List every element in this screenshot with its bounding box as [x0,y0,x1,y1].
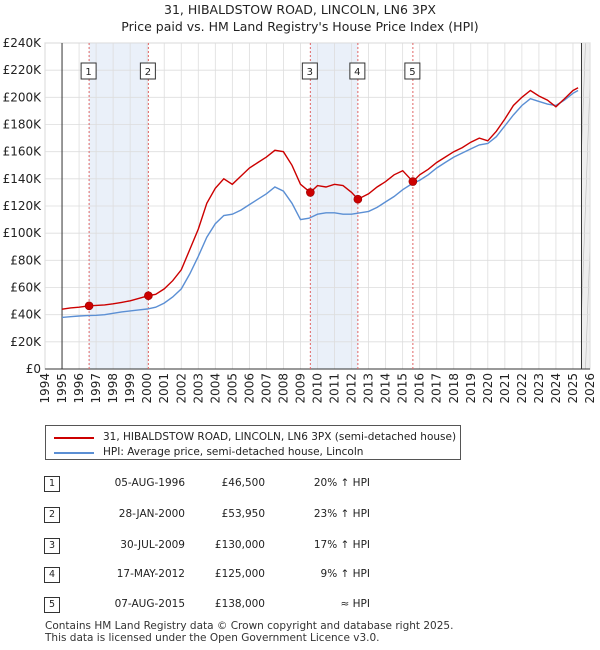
x-tick-label: 2011 [328,373,342,404]
y-tick-label: £20K [10,335,42,349]
x-tick-label: 1998 [106,373,120,404]
table-row: 1 05-AUG-1996 £46,500 20% ↑ HPI [0,476,600,496]
sale-number-box [349,62,366,80]
sale-number: 2 [44,507,60,523]
table-row: 5 07-AUG-2015 £138,000 ≈ HPI [0,597,600,617]
sale-number-label: 3 [307,67,313,78]
x-tick-label: 1995 [55,373,69,404]
y-tick-label: £200K [3,90,43,104]
sale-hpi: 23% ↑ HPI [313,508,370,520]
legend-swatch-hpi [54,452,94,454]
x-tick-label: 2017 [430,373,444,404]
sale-price: £46,500 [221,477,265,489]
forecast-hatch [591,43,600,369]
y-tick-label: £60K [10,281,42,295]
x-tick-label: 2025 [566,373,580,404]
x-tick-label: 2019 [464,373,478,404]
sale-number-box [139,62,156,80]
y-tick-label: £140K [3,172,43,186]
x-tick-label: 2020 [481,373,495,404]
x-tick-label: 2012 [345,373,359,404]
chart-subtitle: Price paid vs. HM Land Registry's House … [121,19,479,34]
sale-number-box [80,62,97,80]
x-tick-label: 1999 [123,373,137,404]
y-tick-label: £220K [3,63,43,77]
chart-title: 31, HIBALDSTOW ROAD, LINCOLN, LN6 3PX [164,2,436,17]
x-tick-label: 2002 [174,373,188,404]
x-tick-label: 2000 [140,373,154,404]
sale-number-label: 5 [409,67,415,78]
y-tick-label: £180K [3,118,43,132]
sale-number: 4 [44,567,60,583]
sale-hpi: 9% ↑ HPI [320,568,370,580]
table-row: 3 30-JUL-2009 £130,000 17% ↑ HPI [0,538,600,558]
sale-hpi: 20% ↑ HPI [313,477,370,489]
sale-number-label: 4 [354,67,360,78]
sale-number: 1 [44,476,60,492]
x-tick-label: 2009 [293,373,307,404]
y-tick-label: £240K [3,36,43,50]
y-tick-label: £80K [10,253,42,267]
x-tick-label: 2014 [379,373,393,404]
sale-number: 5 [44,597,60,613]
sale-price: £130,000 [214,539,265,551]
sale-point [408,177,418,186]
sale-point [306,188,315,197]
sale-point [144,291,153,301]
x-tick-label: 2001 [157,373,171,404]
x-tick-label: 2004 [208,373,222,404]
x-tick-label: 2021 [498,373,512,404]
sale-price: £125,000 [214,568,265,580]
x-tick-label: 2006 [242,373,256,404]
sale-point [84,301,94,311]
footer-copyright: Contains HM Land Registry data © Crown c… [45,620,454,632]
sale-price: £138,000 [214,598,265,610]
legend-label-hpi: HPI: Average price, semi-detached house,… [103,446,364,458]
table-row: 2 28-JAN-2000 £53,950 23% ↑ HPI [0,507,600,527]
x-tick-label: 2010 [311,373,325,404]
sale-date: 07-AUG-2015 [114,598,185,610]
y-tick-label: £0 [26,362,41,376]
sale-date: 30-JUL-2009 [120,539,185,551]
sale-number: 3 [44,538,60,554]
sale-date: 17-MAY-2012 [116,568,185,580]
x-tick-label: 2024 [549,373,563,404]
y-tick-label: £160K [3,145,43,159]
sale-price: £53,950 [221,508,265,520]
x-tick-label: 2016 [413,373,427,404]
x-tick-label: 1994 [38,373,52,404]
x-tick-label: 2018 [447,373,461,404]
sale-number-box [301,62,318,80]
y-tick-label: £40K [10,308,42,322]
legend-label-property: 31, HIBALDSTOW ROAD, LINCOLN, LN6 3PX (s… [103,431,457,443]
x-tick-label: 2003 [191,373,205,404]
x-tick-label: 2022 [515,373,529,404]
sale-number-label: 2 [145,67,151,78]
sale-hpi: ≈ HPI [340,598,370,610]
y-tick-label: £100K [3,226,43,240]
y-tick-label: £120K [3,199,43,213]
sale-number-box [404,62,421,80]
legend: 31, HIBALDSTOW ROAD, LINCOLN, LN6 3PX (s… [45,425,461,460]
x-tick-label: 2013 [362,373,376,404]
footer-licence: This data is licensed under the Open Gov… [45,632,380,644]
x-tick-label: 2015 [396,373,410,404]
table-row: 4 17-MAY-2012 £125,000 9% ↑ HPI [0,567,600,587]
legend-swatch-property [54,437,94,439]
hpi-line [61,89,579,319]
x-tick-label: 2026 [583,373,597,404]
x-tick-label: 2008 [276,373,290,404]
x-tick-label: 2023 [532,373,546,404]
x-tick-label: 2007 [259,373,273,404]
sale-point [353,194,363,204]
x-tick-label: 2005 [225,373,239,404]
sale-number-label: 1 [85,67,91,78]
sale-date: 05-AUG-1996 [114,477,185,489]
x-tick-label: 1997 [89,373,103,404]
sale-hpi: 17% ↑ HPI [313,539,370,551]
x-tick-label: 1996 [72,373,86,404]
sale-date: 28-JAN-2000 [118,508,185,520]
price-chart: £0 £20K £40K £60K £80K £100K £120K £140K £160K £1… [3,36,600,404]
